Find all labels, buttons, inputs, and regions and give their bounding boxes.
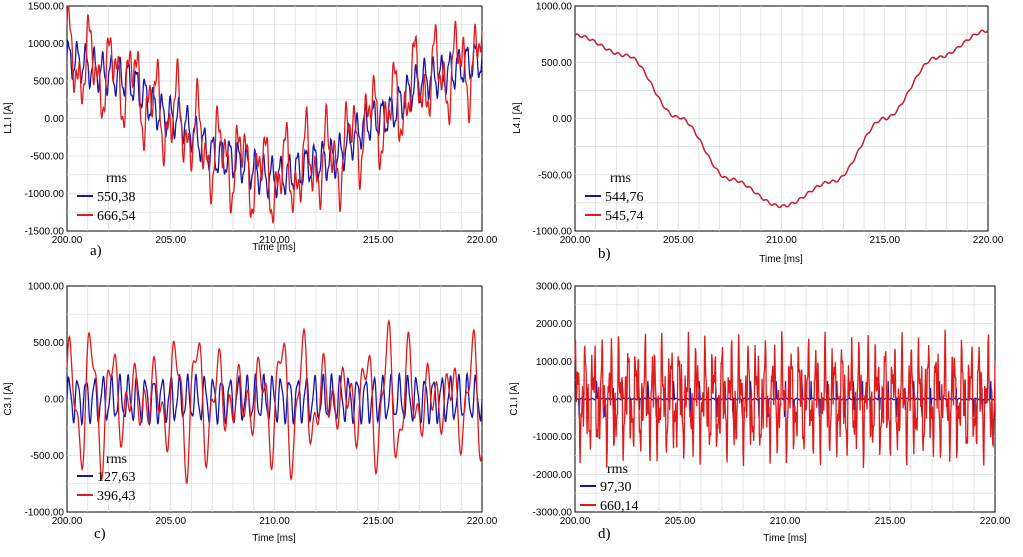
series-line-2 [574,329,996,469]
legend-label-series-1: 97,30 [600,480,632,495]
y-tick-label: 1000.00 [536,357,573,368]
x-tick-label: 200.00 [560,516,591,527]
x-tick-labels: 200.00 205.00 210.00 215.00 220.00 [560,235,1004,246]
panel-a: 1500.00 1000.00 500.00 0.00 -500.00 -1000.00 -… [3,2,498,260]
series-group [574,329,996,469]
y-axis-label: L4.I [A] [512,102,523,134]
y-axis-label: L1.I [A] [3,102,14,134]
y-tick-labels: 3000.00 2000.00 1000.00 0.00 -1000.00 -2000.0… [533,282,573,519]
y-tick-label: -1000.00 [533,227,573,238]
y-tick-label: 0.00 [45,114,65,125]
legend-title: rms [106,452,127,467]
legend-label-series-1: 544,76 [605,190,644,205]
x-tick-label: 220.00 [467,516,498,527]
series-group [574,29,989,209]
y-tick-label: 1000.00 [28,39,65,50]
y-tick-label: -2000.00 [533,470,573,481]
series-group [66,318,483,484]
y-tick-label: -1000.00 [533,432,573,443]
x-tick-label: 205.00 [155,235,186,246]
legend-label-series-2: 545,74 [605,209,644,224]
x-tick-label: 200.00 [560,235,591,246]
y-tick-label: 500.00 [33,338,64,349]
y-tick-label: -500.00 [30,451,64,462]
x-axis-label: Time [ms] [252,242,296,253]
y-tick-label: 0.00 [553,114,573,125]
y-tick-label: -1000.00 [25,189,65,200]
legend-label-series-2: 666,54 [97,209,136,224]
y-tick-label: 2000.00 [536,319,573,330]
panel-label: c) [94,526,106,542]
x-tick-label: 215.00 [363,516,394,527]
legend-title: rms [607,462,628,477]
x-tick-label: 210.00 [259,516,290,527]
y-tick-labels: 1000.00 500.00 0.00 -500.00 -1000.00 [533,2,573,238]
x-tick-label: 220.00 [973,235,1004,246]
y-tick-label: 500.00 [33,77,64,88]
y-tick-labels: 1000.00 500.00 0.00 -500.00 -1000.00 [25,282,65,519]
x-tick-label: 210.00 [766,235,797,246]
y-tick-label: 1000.00 [28,282,65,293]
x-tick-label: 205.00 [665,516,696,527]
panel-d: 3000.00 2000.00 1000.00 0.00 -1000.00 -2000.0… [509,282,1011,545]
series-line-2 [66,318,483,484]
x-tick-label: 215.00 [869,235,900,246]
x-tick-label: 200.00 [52,516,83,527]
y-tick-label: 1500.00 [28,2,65,13]
panel-label: d) [598,526,611,542]
x-axis-label: Time [ms] [763,533,807,544]
series-group [66,5,483,224]
panel-label: b) [598,246,611,262]
y-tick-label: 0.00 [553,395,573,406]
panel-label: a) [90,243,102,259]
x-tick-label: 220.00 [467,235,498,246]
y-tick-label: 0.00 [45,395,65,406]
y-axis-label: C3.I [A] [3,382,14,416]
x-axis-label: Time [ms] [252,533,296,544]
series-line-2 [66,5,483,224]
legend-label-series-1: 127,63 [97,470,136,485]
x-tick-label: 200.00 [52,235,83,246]
x-tick-label: 215.00 [875,516,906,527]
legend-title: rms [106,171,127,186]
x-tick-labels: 200.00 205.00 210.00 215.00 220.00 [52,235,498,246]
y-tick-labels: 1500.00 1000.00 500.00 0.00 -500.00 -1000.00 -… [25,2,65,238]
x-tick-labels: 200.00 205.00 210.00 215.00 220.00 [52,516,498,527]
legend-label-series-1: 550,38 [97,190,136,205]
x-tick-label: 210.00 [259,235,290,246]
y-tick-label: -500.00 [538,170,572,181]
x-tick-labels: 200.00 205.00 210.00 215.00 220.00 [560,516,1011,527]
x-tick-label: 210.00 [770,516,801,527]
x-tick-label: 205.00 [155,516,186,527]
y-tick-label: -500.00 [30,152,64,163]
x-tick-label: 205.00 [663,235,694,246]
y-tick-label: 500.00 [541,58,572,69]
legend-label-series-2: 660,14 [600,499,639,514]
x-tick-label: 215.00 [363,235,394,246]
y-tick-label: -1000.00 [25,508,65,519]
x-axis-label: Time [ms] [759,254,803,265]
x-tick-label: 220.00 [980,516,1011,527]
y-tick-label: 1000.00 [536,2,573,13]
y-tick-label: 3000.00 [536,282,573,293]
y-axis-label: C1.I [A] [509,382,520,416]
y-tick-label: -3000.00 [533,508,573,519]
series-line-2 [574,29,989,209]
legend-title: rms [610,171,631,186]
legend-label-series-2: 396,43 [97,489,136,504]
y-tick-label: -1500.00 [25,227,65,238]
